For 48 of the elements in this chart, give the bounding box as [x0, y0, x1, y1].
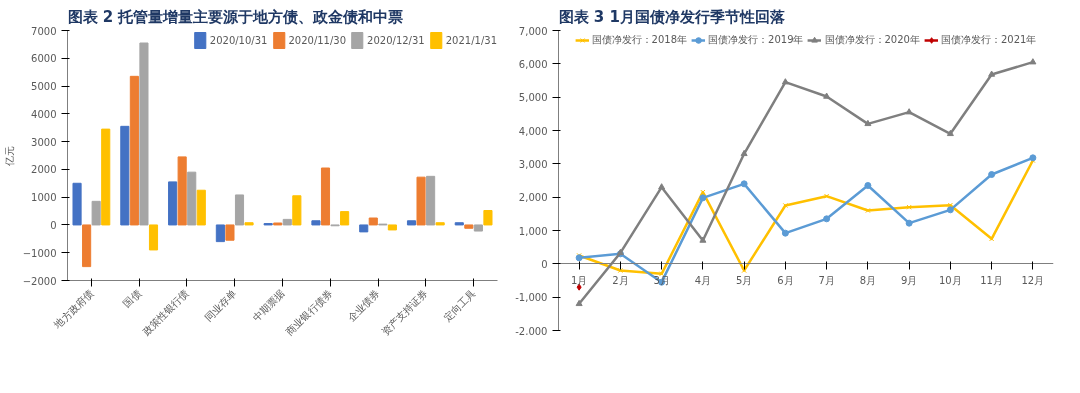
- x-tick-label: 资产支持证券: [379, 287, 430, 338]
- x-tick-label: 2月: [612, 274, 629, 286]
- y-tick-label: 1000: [31, 192, 57, 204]
- y-tick-label: 4,000: [518, 125, 548, 137]
- x-tick-label: 9月: [900, 274, 918, 286]
- chart-title: 图表 2 托管量增量主要源于地方债、政金债和中票: [67, 7, 404, 26]
- legend-label: 2021/1/31: [445, 34, 497, 46]
- legend-label: 国债净发行：2019年: [708, 33, 804, 47]
- x-tick-label: 7月: [818, 274, 835, 286]
- y-tick-label: 0: [50, 219, 57, 231]
- legend-label: 国债净发行：2021年: [940, 33, 1037, 47]
- y-tick-label: 2,000: [518, 192, 548, 204]
- y-tick-label: 2000: [31, 164, 57, 176]
- y-tick-label: 7,000: [518, 25, 548, 37]
- x-tick-label: 1月: [570, 274, 588, 286]
- x-tick-label: 11月: [980, 274, 1003, 286]
- y-axis-title: 亿元: [3, 145, 15, 167]
- y-tick-label: 1,000: [518, 225, 548, 237]
- legend-label: 2020/11/30: [288, 34, 347, 46]
- y-tick-label: 5000: [31, 81, 57, 93]
- legend-label: 2020/12/31: [367, 34, 425, 46]
- y-tick-label: -2,000: [515, 325, 548, 337]
- y-tick-label: 3000: [31, 136, 57, 148]
- x-tick-label: 同业存单: [202, 287, 239, 324]
- y-tick-label: 3,000: [518, 158, 548, 170]
- y-tick-label: -1,000: [515, 292, 548, 304]
- y-tick-label: −2000: [22, 275, 57, 287]
- y-tick-label: −1000: [22, 247, 57, 259]
- x-tick-label: 定向工具: [441, 287, 478, 324]
- y-tick-label: 0: [541, 258, 548, 270]
- x-tick-label: 10月: [939, 274, 962, 286]
- legend-label: 国债净发行：2020年: [824, 33, 920, 47]
- y-tick-label: 6,000: [518, 58, 548, 70]
- x-tick-label: 地方政府债: [51, 287, 96, 332]
- x-tick-label: 12月: [1021, 274, 1045, 286]
- y-tick-label: 6000: [31, 53, 57, 65]
- x-tick-label: 4月: [694, 274, 712, 286]
- y-tick-label: 7000: [31, 25, 57, 37]
- chart-title: 图表 3 1月国债净发行季节性回落: [558, 7, 786, 26]
- x-tick-label: 企业债券: [345, 287, 382, 324]
- y-tick-label: 5,000: [518, 92, 548, 104]
- legend-label: 2020/10/31: [209, 34, 268, 46]
- x-tick-label: 6月: [777, 274, 794, 286]
- x-tick-label: 5月: [735, 274, 753, 286]
- y-tick-label: 4000: [31, 108, 57, 120]
- x-tick-label: 中期票据: [250, 287, 287, 324]
- x-tick-label: 8月: [859, 274, 877, 286]
- legend-label: 国债净发行：2018年: [591, 33, 688, 47]
